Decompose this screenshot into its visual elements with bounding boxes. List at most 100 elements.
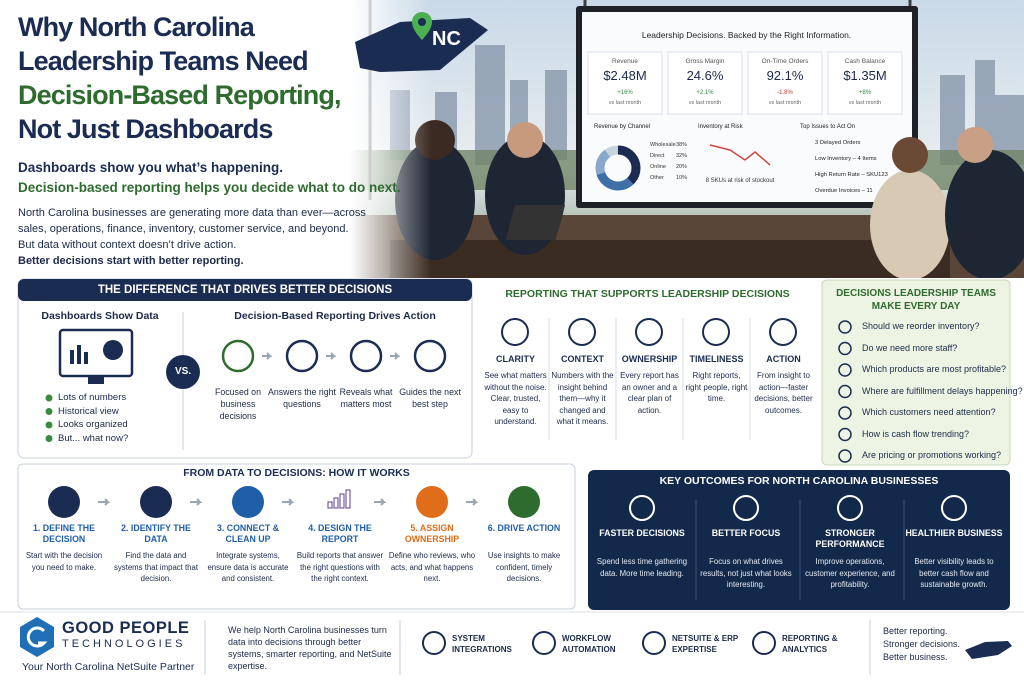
step-text: Build reports that answer the right ques… [296,551,384,583]
pillar-text: Numbers with the insight behind them—why… [551,371,614,426]
pillar-title: CLARITY [496,354,535,364]
subtitle-line: Dashboards show you what’s happening. [18,160,284,175]
pillar-text: Every report has an owner and a clear pl… [620,371,679,415]
panel-note: 8 SKUs at risk of stockout [705,178,775,184]
question: How is cash flow trending? [862,428,970,439]
issue-item: Low Inventory – 4 Items [815,156,877,162]
kpi-label: Gross Margin [685,58,725,65]
outcome-text: Improve operations, customer experience,… [805,557,895,589]
issue-item: Overdue Invoices – 11 [815,188,873,194]
pillar-title: OWNERSHIP [621,354,678,364]
section-title: REPORTING THAT SUPPORTS LEADERSHIP DECIS… [505,288,790,300]
question: Are pricing or promotions working? [862,450,1002,460]
kpi-change: +8% [858,90,872,96]
title-line: Decision-Based Reporting, [18,80,341,110]
step-title: 4. DESIGN THE REPORT [308,523,372,544]
kpi-value: $2.48M [603,68,647,83]
channel-share: 38% [676,142,688,148]
outcome-title: FASTER DECISIONS [599,528,685,538]
section-title: KEY OUTCOMES FOR NORTH CAROLINA BUSINESS… [659,475,939,487]
list-item: Looks organized [58,419,128,430]
issue-item: High Return Rate – SKU123 [815,172,888,178]
question: Which products are most profitable? [862,364,1007,374]
step-text: Reveals what matters most [339,387,393,409]
kpi-value: $1.35M [843,68,887,83]
channel-name: Wholesale [650,142,676,148]
title-line: Leadership Teams Need [18,46,309,76]
outcome-title: STRONGER PERFORMANCE [815,528,885,549]
column-heading: Decision-Based Reporting Drives Action [234,310,436,322]
closing-line: Better reporting. [883,626,948,636]
issue-item: 3 Delayed Orders [815,140,861,146]
kpi-value: 92.1% [766,68,804,83]
title-line: Why North Carolina [18,12,255,42]
column-heading: Dashboards Show Data [41,310,159,322]
outcome-text: Focus on what drives results, not just w… [700,557,792,589]
kpi-change: -1.8% [777,90,793,96]
pillar-text: Right reports, right people, right time. [685,371,748,403]
panel-title: Top Issues to Act On [800,124,856,130]
kpi-label: Revenue [611,58,639,65]
step-text: Focused on business decisions [215,387,261,421]
channel-share: 32% [676,153,688,159]
question: Should we reorder inventory? [862,321,980,331]
kpi-note: vs last month [688,100,722,106]
body-text: North Carolina businesses are generating… [18,207,366,235]
about: We help North Carolina businesses turn d… [228,625,392,671]
step-text: Define who reviews, who acts, and what h… [388,551,476,583]
step-title: 1. DEFINE THE DECISION [32,523,96,544]
panel-title: Inventory at Risk [698,124,743,130]
step-text: Integrate systems, ensure data is accura… [207,551,289,583]
question: Where are fulfillment delays happening? [862,385,1023,396]
question: Do we need more staff? [862,342,958,353]
kpi-change: +16% [617,90,633,96]
donut-segment [595,145,641,191]
vs-badge: VS. [174,366,192,377]
closing-line: Stronger decisions. [883,639,961,649]
question: Which customers need attention? [862,407,996,417]
pillar-text: From insight to action—faster decisions,… [754,371,813,415]
title-line: Not Just Dashboards [18,114,273,144]
step-title: 5. ASSIGN OWNERSHIP [404,523,460,544]
kpi-note: vs last month [768,100,802,106]
list-item: But... what now? [58,432,129,444]
step-title: 3. CONNECT & CLEAN UP [216,523,280,544]
step-text: Answers the right questions [268,387,336,409]
closing-line: Better business. [883,652,948,662]
outcome-text: Better visibility leads to better cash f… [914,557,994,589]
brand-sub: TECHNOLOGIES [62,638,186,650]
section-title: THE DIFFERENCE THAT DRIVES BETTER DECISI… [97,284,393,296]
kpi-note: vs last month [608,100,642,106]
pillar-title: ACTION [766,354,801,364]
step-title: 6. DRIVE ACTION [487,523,561,533]
panel-title: Revenue by Channel [594,124,651,130]
channel-share: 20% [676,164,688,170]
list-item: Lots of numbers [58,392,127,403]
service: NETSUITE & ERP EXPERTISE [672,634,739,654]
step-text: Use insights to make confident, timely d… [487,551,561,583]
list-item: Historical view [58,405,119,417]
map-badge: NC [432,28,461,50]
step-title: 2. IDENTIFY THE DATA [121,523,191,544]
outcome-title: HEALTHIER BUSINESS [905,528,1003,538]
outcome-title: BETTER FOCUS [711,528,781,538]
kpi-change: +2.1% [696,90,714,96]
outcome-text: Spend less time gathering data. More tim… [596,557,688,578]
screen-title: Leadership Decisions. Backed by the Righ… [641,30,852,40]
channel-name: Online [650,164,666,170]
step-text: Find the data and systems that impact th… [113,551,199,583]
kpi-value: 24.6% [686,68,724,83]
pillar-title: CONTEXT [560,354,604,364]
channel-name: Other [650,175,664,181]
kpi-label: On-Time Orders [761,58,809,65]
kpi-note: vs last month [848,100,882,106]
section-title: DECISIONS LEADERSHIP TEAMS MAKE EVERY DA… [836,288,996,312]
channel-name: Direct [650,153,665,159]
service: REPORTING & ANALYTICS [782,634,838,654]
body-text: Better decisions start with better repor… [18,255,244,267]
channel-share: 10% [676,175,688,181]
kpi-label: Cash Balance [844,58,886,65]
subtitle-line: Decision-based reporting helps you decid… [18,180,401,195]
pillar-text: See what matters without the noise. Clea… [484,371,547,426]
